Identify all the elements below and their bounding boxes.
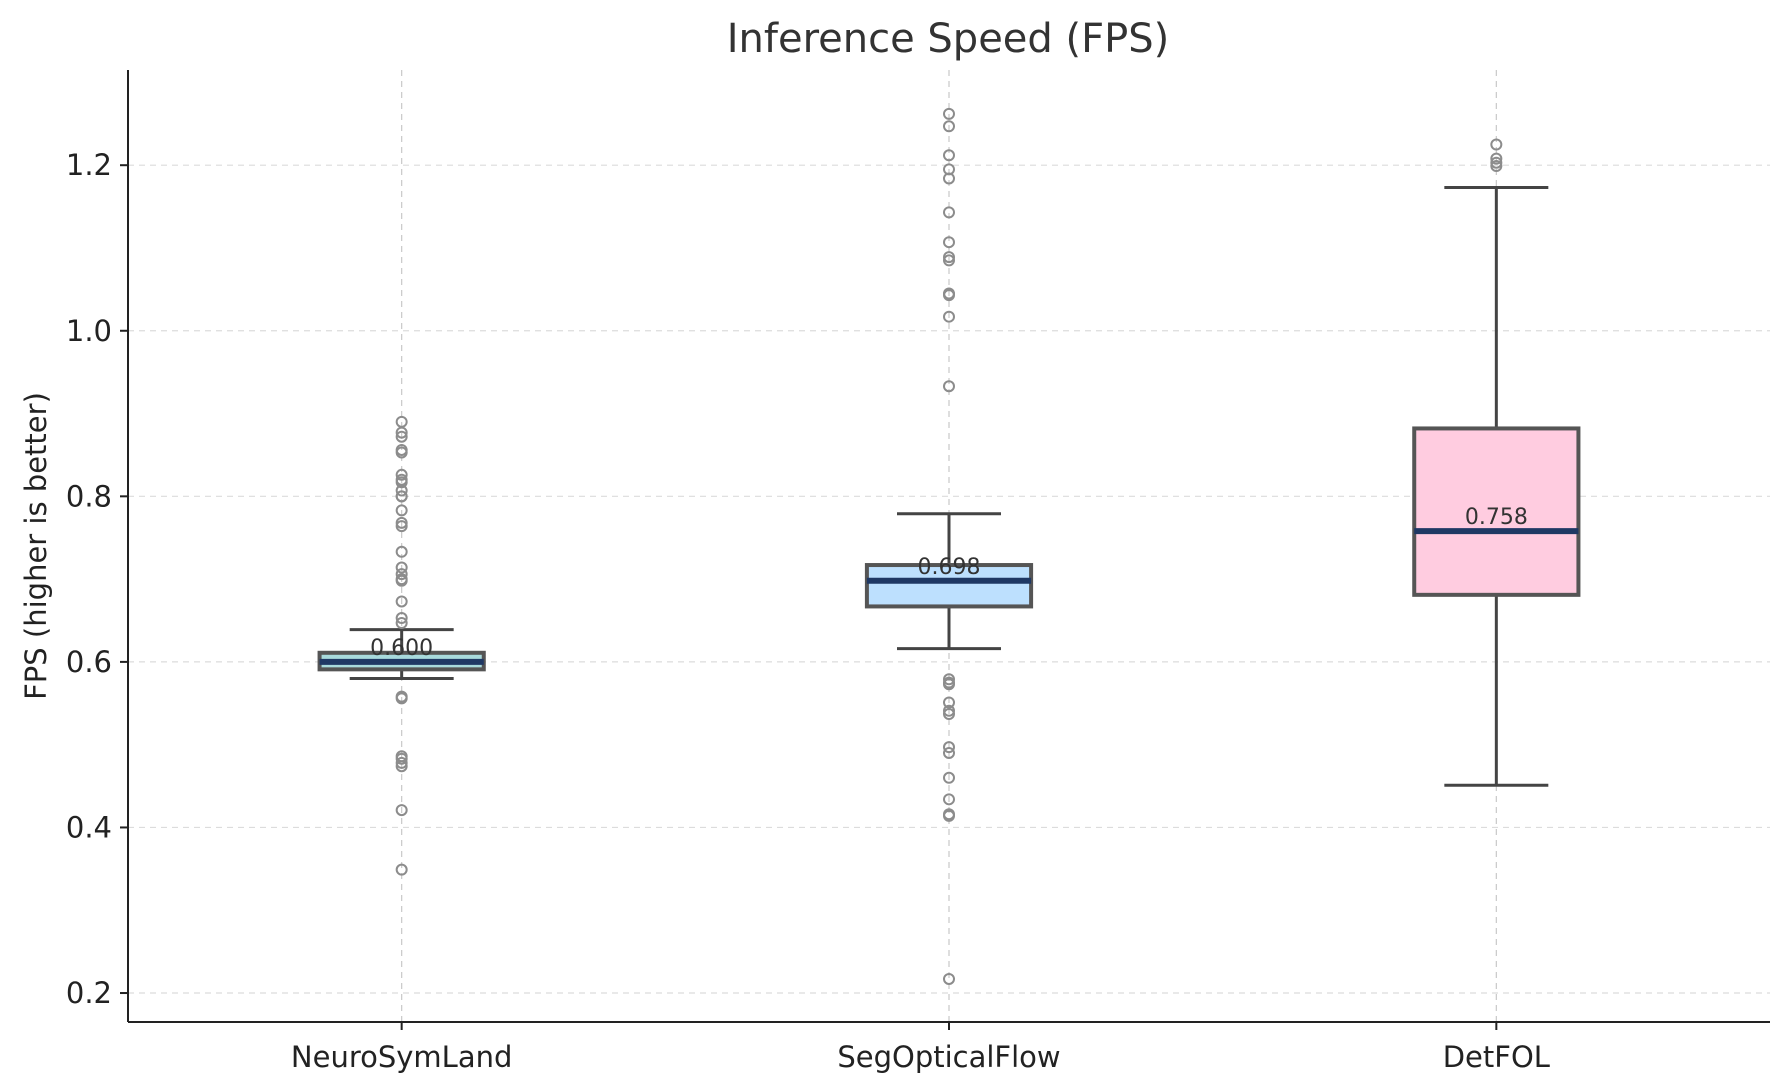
outlier-point [395, 520, 408, 533]
x-axis-ticks: NeuroSymLand SegOpticalFlow DetFOL [291, 1022, 1550, 1074]
outlier-point [1490, 152, 1503, 165]
outlier-point [943, 708, 955, 721]
outlier-point [395, 595, 408, 608]
outlier-point [395, 752, 408, 765]
y-tick-label: 1.2 [66, 148, 112, 182]
iqr-box [1412, 426, 1581, 597]
outlier-point [943, 678, 955, 691]
outlier-point [943, 236, 955, 249]
outlier-point [943, 746, 955, 759]
outlier-point [943, 380, 955, 393]
outlier-point [395, 804, 408, 817]
median-label: 0.758 [1465, 505, 1528, 530]
outlier-point [943, 206, 955, 219]
outlier-point [943, 696, 955, 709]
outlier-point [943, 289, 955, 302]
outlier-point [395, 504, 408, 517]
x-tick-label: NeuroSymLand [291, 1040, 512, 1074]
y-tick-label: 0.8 [66, 479, 112, 513]
outlier-point [395, 545, 408, 558]
outlier-point [395, 561, 408, 574]
outlier-point [1490, 138, 1503, 151]
outlier-point [395, 760, 408, 773]
outlier-point [943, 149, 955, 162]
box-group-segopticalflow: 0.698 [864, 107, 1034, 985]
median-label: 0.600 [370, 636, 433, 661]
outlier-point [395, 430, 408, 443]
outlier-point [1490, 160, 1503, 173]
outlier-point [943, 793, 955, 806]
median-label: 0.698 [918, 555, 981, 580]
outlier-point [943, 107, 955, 120]
x-tick-label: SegOpticalFlow [837, 1040, 1060, 1074]
outlier-point [395, 490, 408, 503]
outlier-point [943, 809, 955, 822]
outlier-point [395, 612, 408, 625]
outlier-point [395, 468, 408, 481]
outlier-point [943, 310, 955, 323]
outlier-point [395, 426, 408, 439]
outlier-point [395, 568, 408, 581]
y-tick-label: 0.2 [66, 976, 112, 1010]
y-tick-label: 1.0 [66, 314, 112, 348]
outlier-point [395, 484, 408, 497]
x-tick-label: DetFOL [1443, 1040, 1550, 1074]
outlier-point [943, 254, 955, 267]
box-group-detfol: 0.758 [1412, 138, 1581, 787]
outlier-point [395, 446, 408, 459]
outlier-point [943, 741, 955, 754]
outlier-point [395, 574, 408, 587]
y-axis-label: FPS (higher is better) [19, 392, 53, 700]
outlier-point [395, 692, 408, 705]
chart-title: Inference Speed (FPS) [727, 16, 1170, 62]
outlier-point [395, 616, 408, 629]
box-series: 0.600 0.698 0.758 [317, 107, 1581, 985]
outlier-point [395, 476, 408, 489]
y-tick-label: 0.4 [66, 810, 112, 844]
box-group-neurosymland: 0.600 [317, 415, 486, 876]
outlier-point [943, 771, 955, 784]
outlier-point [943, 120, 955, 133]
outlier-point [395, 863, 408, 876]
y-axis-ticks: 0.2 0.4 0.6 0.8 1.0 1.2 [66, 148, 128, 1010]
outlier-point [943, 172, 955, 185]
y-tick-label: 0.6 [66, 645, 112, 679]
iqr-box [864, 563, 1034, 609]
outlier-point [943, 972, 955, 985]
